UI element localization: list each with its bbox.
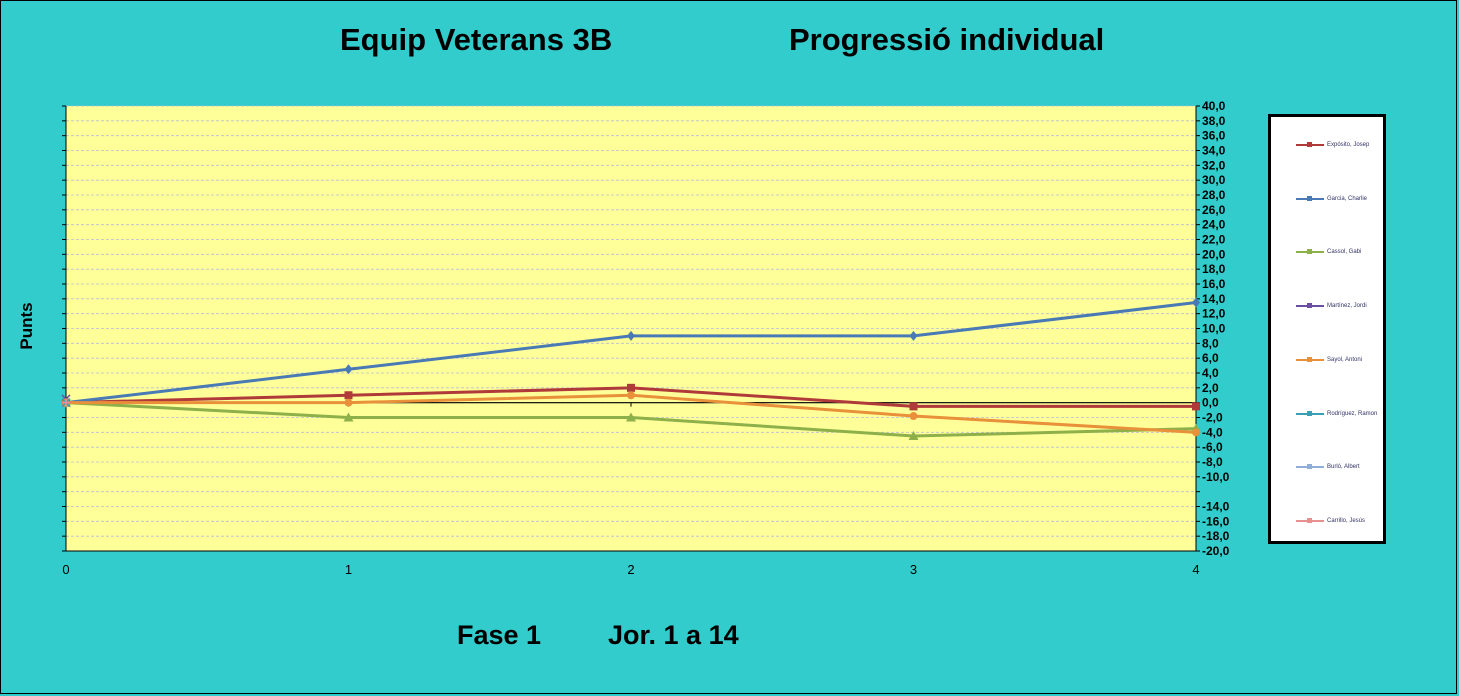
y-tick-label: 2,0 xyxy=(1202,381,1219,395)
legend-label: Sayol, Antoni xyxy=(1327,356,1363,363)
legend-item: Expósito, Josep xyxy=(1296,139,1369,151)
data-point-square xyxy=(909,402,918,411)
x-tick-label: 3 xyxy=(910,562,917,577)
legend-item: Rodríguez, Ramon xyxy=(1296,408,1377,420)
data-point-circle xyxy=(627,391,635,400)
y-tick-label: 10,0 xyxy=(1202,322,1226,336)
data-point-circle xyxy=(1192,428,1200,437)
y-tick-label: 8,0 xyxy=(1202,336,1219,350)
legend-swatch xyxy=(1296,142,1324,147)
legend-item: Garcia, Charlie xyxy=(1296,193,1367,205)
data-point-square xyxy=(344,391,353,400)
data-point-square xyxy=(1192,402,1200,411)
chart-legend: Expósito, Josep Garcia, Charlie Cassol, Ga… xyxy=(1268,114,1386,544)
data-point-circle xyxy=(909,412,918,421)
footer-phase: Fase 1 xyxy=(457,620,542,650)
legend-item: Martínez, Jordi xyxy=(1296,300,1367,312)
axes xyxy=(62,105,1200,552)
y-tick-label: 22,0 xyxy=(1202,233,1226,247)
y-tick-label: 28,0 xyxy=(1202,188,1226,202)
footer-rounds: Jor. 1 a 14 xyxy=(608,620,739,650)
y-tick-label: 14,0 xyxy=(1202,292,1226,306)
y-tick-label: -18,0 xyxy=(1202,529,1230,543)
y-tick-label: -14,0 xyxy=(1202,500,1230,514)
legend-item: Carrillo, Jesús xyxy=(1296,515,1365,527)
y-tick-label: -8,0 xyxy=(1202,455,1223,469)
data-point-plus xyxy=(62,398,70,407)
chart-title-team: Equip Veterans 3B xyxy=(340,22,613,57)
legend-label: Burló, Albert xyxy=(1327,464,1360,471)
legend-label: Rodríguez, Ramon xyxy=(1327,410,1378,417)
legend-swatch xyxy=(1296,303,1324,309)
y-tick-label: -4,0 xyxy=(1202,425,1223,439)
data-point-diamond xyxy=(344,364,353,375)
data-point-square xyxy=(627,383,635,392)
y-tick-label: -6,0 xyxy=(1202,440,1223,454)
legend-label: Cassol, Gabi xyxy=(1327,249,1362,256)
y-tick-label: -2,0 xyxy=(1202,411,1223,425)
x-tick-label: 0 xyxy=(62,562,69,577)
x-tick-label: 1 xyxy=(345,562,352,577)
y-tick-label: 40,0 xyxy=(1202,99,1226,113)
legend-swatch xyxy=(1296,410,1324,416)
y-tick-label: 38,0 xyxy=(1202,114,1226,128)
legend-swatch xyxy=(1296,195,1324,201)
series-markers xyxy=(61,297,1201,441)
legend-item: Sayol, Antoni xyxy=(1296,354,1362,366)
data-point-diamond xyxy=(1192,297,1200,308)
y-tick-label: 6,0 xyxy=(1202,351,1219,365)
legend-label: Expósito, Josep xyxy=(1327,142,1370,148)
x-tick-label: 4 xyxy=(1192,562,1199,577)
legend-item: Cassol, Gabi xyxy=(1296,246,1361,258)
y-tick-label: 30,0 xyxy=(1202,173,1226,187)
y-tick-label: 12,0 xyxy=(1202,307,1226,321)
data-point-diamond xyxy=(909,330,918,341)
data-point-diamond xyxy=(627,330,635,341)
y-tick-label: 26,0 xyxy=(1202,203,1226,217)
y-tick-label: 0,0 xyxy=(1202,396,1219,410)
data-point-triangle xyxy=(908,431,919,441)
y-tick-label: 36,0 xyxy=(1202,129,1226,143)
y-tick-label: 24,0 xyxy=(1202,218,1226,232)
data-point-circle xyxy=(344,398,353,407)
legend-swatch xyxy=(1296,356,1324,362)
legend-label: Martínez, Jordi xyxy=(1327,303,1367,310)
y-tick-label: -10,0 xyxy=(1202,470,1230,484)
data-point-triangle xyxy=(343,412,354,422)
x-tick-labels: 0 1 2 3 4 xyxy=(62,562,1199,577)
chart-title-progression: Progressió individual xyxy=(789,22,1105,57)
legend-item: Burló, Albert xyxy=(1296,461,1360,473)
y-tick-label: 18,0 xyxy=(1202,262,1226,276)
data-point-triangle xyxy=(626,412,636,422)
y-tick-label: -20,0 xyxy=(1202,544,1230,558)
y-tick-label: 34,0 xyxy=(1202,144,1226,158)
legend-swatch xyxy=(1296,517,1324,523)
y-tick-label: 32,0 xyxy=(1202,158,1226,172)
legend-swatch xyxy=(1296,249,1324,255)
legend-label: Garcia, Charlie xyxy=(1327,195,1368,202)
y-tick-labels: 40,038,036,034,032,030,028,026,024,022,0… xyxy=(1202,99,1230,558)
y-tick-label: 4,0 xyxy=(1202,366,1219,380)
y-tick-label: -16,0 xyxy=(1202,514,1230,528)
y-tick-label: 20,0 xyxy=(1202,247,1226,261)
y-tick-label: 16,0 xyxy=(1202,277,1226,291)
x-tick-label: 2 xyxy=(627,562,634,577)
legend-swatch xyxy=(1296,464,1324,470)
legend-label: Carrillo, Jesús xyxy=(1327,517,1366,524)
